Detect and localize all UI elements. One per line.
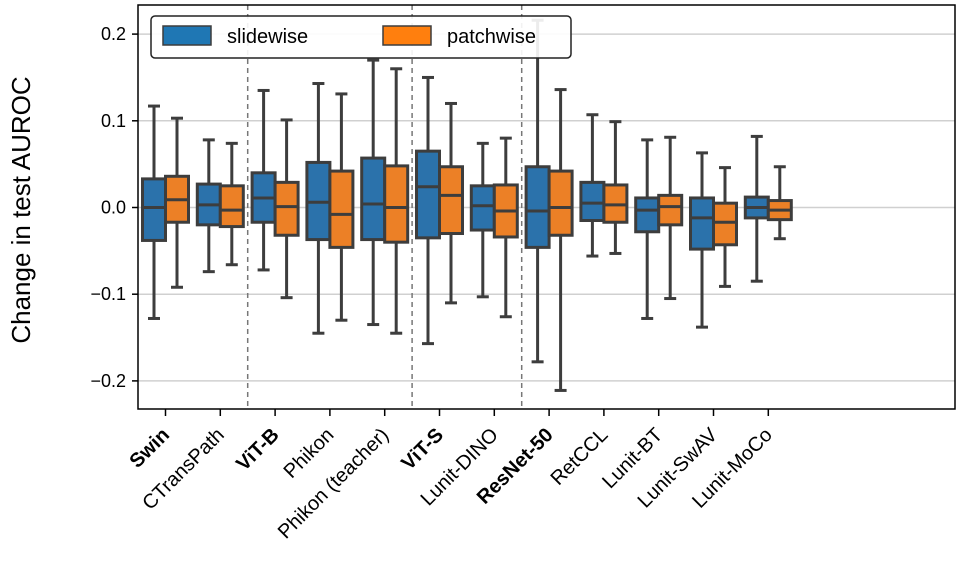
y-axis-title: Change in test AUROC [6,76,36,343]
iqr-box [547,169,574,237]
patchwise-box [383,67,410,335]
slidewise-box [689,151,715,329]
iqr-box [141,177,167,242]
patchwise-box [712,166,738,288]
legend-frame [150,15,572,59]
y-tick-label: 0.2 [101,24,126,44]
slidewise-box [743,134,770,283]
slidewise-box [360,58,387,327]
iqr-box [328,169,355,249]
x-tick-label: Swin [125,424,174,473]
legend-label-patchwise: patchwise [447,26,536,48]
slidewise-box [195,138,222,274]
legend-swatch-slidewise [162,25,212,46]
iqr-box [383,164,410,244]
slidewise-box [415,75,441,346]
patchwise-box [492,136,519,319]
patchwise-box [164,116,190,289]
patchwise-box [438,101,464,305]
y-tick-label: −0.2 [90,371,126,391]
iqr-box [634,196,661,234]
patchwise-box [602,120,629,255]
y-tick-label: −0.1 [90,284,126,304]
iqr-box [657,193,684,227]
iqr-box [689,196,715,251]
y-tick-label: 0.0 [101,198,126,218]
slidewise-box [524,18,551,364]
iqr-box [469,184,496,232]
iqr-box [218,184,245,229]
iqr-box [524,165,551,249]
patchwise-box [273,118,300,300]
boxes [141,18,793,392]
slidewise-box [579,113,606,258]
iqr-box [273,180,300,237]
x-tick-label: ViT-S [397,424,448,475]
legend: slidewise patchwise [150,15,572,59]
slidewise-box [141,104,167,320]
x-tick-label: ViT-B [232,424,283,475]
iqr-box [360,156,387,242]
iqr-box [438,165,464,236]
patchwise-box [218,141,245,267]
iqr-box [579,180,606,223]
slidewise-box [469,141,496,299]
patchwise-box [657,135,684,301]
iqr-box [712,201,738,247]
slidewise-box [250,88,277,272]
legend-swatch-patchwise [382,25,432,46]
group-separators [246,5,523,409]
legend-label-slidewise: slidewise [227,26,308,48]
y-tick-label: 0.1 [101,111,126,131]
patchwise-box [547,88,574,392]
slidewise-box [634,138,661,320]
slidewise-box [305,82,332,335]
patchwise-box [766,165,793,241]
patchwise-box [328,92,355,322]
iqr-box [415,149,441,240]
